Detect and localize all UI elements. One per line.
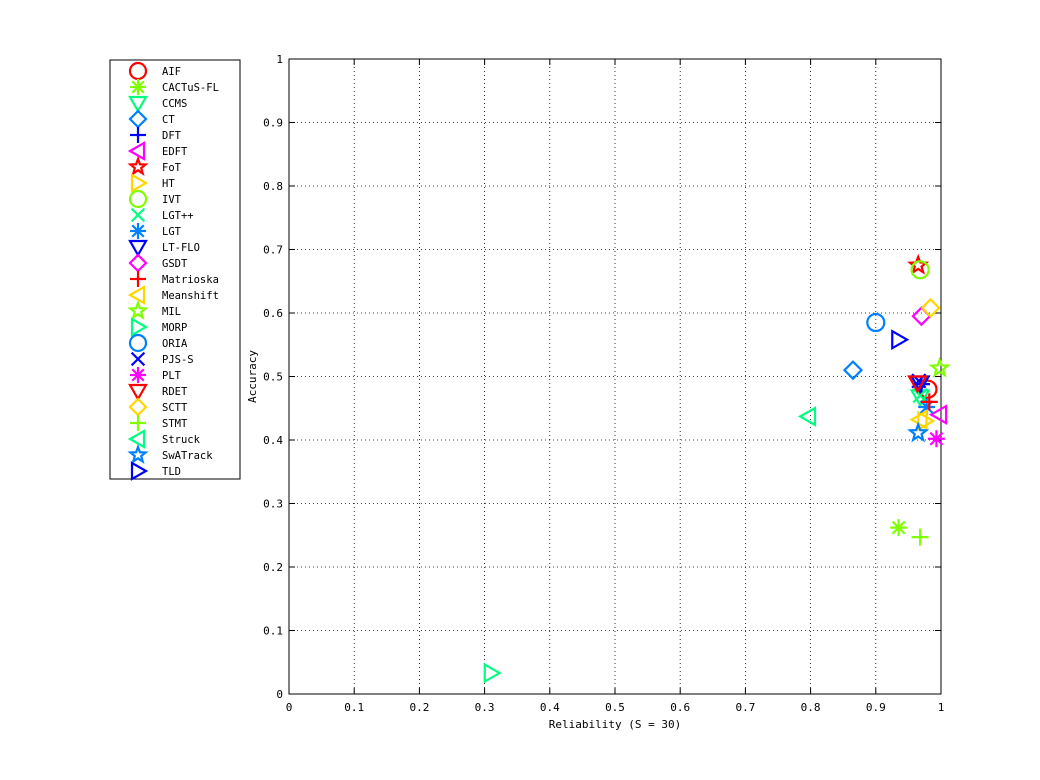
data-point (483, 662, 502, 684)
legend-marker (127, 155, 149, 177)
legend-marker (128, 189, 148, 209)
axes-frame (288, 58, 942, 695)
legend-label: Struck (162, 434, 201, 446)
legend-marker (130, 207, 146, 223)
x-tick-label: 0.8 (801, 701, 821, 714)
x-tick-label: 0.6 (670, 701, 690, 714)
data-markers (483, 253, 951, 684)
x-tick-label: 1 (938, 701, 945, 714)
legend-marker (130, 351, 146, 367)
legend-label: CACTuS-FL (162, 82, 219, 94)
legend-marker (128, 239, 148, 258)
data-point (912, 387, 928, 404)
legend-marker (128, 383, 148, 402)
legend-marker (127, 285, 146, 305)
legend-label: ORIA (162, 338, 188, 350)
legend-label: HT (162, 178, 175, 190)
legend-label: PJS-S (162, 354, 194, 366)
legend-label: IVT (162, 194, 182, 206)
legend-label: LGT (162, 226, 182, 238)
legend-label: RDET (162, 386, 188, 398)
legend-marker (127, 141, 146, 161)
legend-marker (128, 95, 148, 114)
y-tick-label: 0.8 (263, 180, 283, 193)
legend-label: MIL (162, 306, 181, 318)
legend-label: AIF (162, 66, 181, 78)
data-point (910, 260, 930, 280)
data-point (928, 404, 948, 425)
y-axis-label: Accuracy (246, 350, 259, 403)
data-point (907, 421, 930, 443)
legend-marker (130, 127, 146, 143)
legend-label: Meanshift (162, 290, 219, 302)
legend-label: LGT++ (162, 210, 194, 222)
y-tick-label: 0.4 (263, 434, 283, 447)
y-tick-label: 0.6 (263, 307, 283, 320)
y-tick-label: 0.7 (263, 244, 283, 257)
legend-label: SwATrack (162, 450, 213, 462)
y-tick-label: 0.3 (263, 498, 283, 511)
legend-marker (130, 317, 149, 337)
x-tick-label: 0.2 (409, 701, 429, 714)
legend-marker (130, 367, 146, 383)
data-point (927, 430, 945, 448)
x-tick-label: 0.3 (475, 701, 495, 714)
x-tick-label: 0.4 (540, 701, 560, 714)
y-tick-label: 0.5 (263, 371, 283, 384)
data-point (797, 406, 817, 427)
data-point (866, 312, 886, 333)
legend-marker (130, 79, 146, 95)
x-tick-label: 0.9 (866, 701, 886, 714)
legend-marker (127, 443, 149, 465)
legend-label: Matrioska (162, 274, 219, 286)
grid-lines (289, 59, 941, 694)
plot-area (289, 59, 941, 694)
y-tick-label: 0 (276, 688, 283, 701)
legend-label: CT (162, 114, 175, 126)
legend-label: LT-FLO (162, 242, 200, 254)
legend-marker (130, 461, 149, 481)
data-point (907, 375, 928, 394)
data-point (920, 297, 941, 318)
y-tick-label: 0.9 (263, 117, 283, 130)
legend-label: EDFT (162, 146, 188, 158)
x-tick-label: 0.5 (605, 701, 625, 714)
legend-marker (130, 271, 146, 287)
legend-label: CCMS (162, 98, 187, 110)
legend-label: STMT (162, 418, 188, 430)
legend-label: MORP (162, 322, 187, 334)
legend-label: SCTT (162, 402, 188, 414)
legend-label: FoT (162, 162, 182, 174)
legend-label: GSDT (162, 258, 188, 270)
data-point (928, 356, 951, 378)
legend-marker (130, 415, 146, 431)
legend-marker (127, 299, 149, 321)
axis-ticks: 0 0.1 0.2 0.3 0.4 0.5 0.6 0.7 0.8 0.9 1 0 0.1 0.2 0.3 0… (263, 53, 944, 714)
x-axis-label: Reliability (S = 30) (549, 718, 681, 731)
legend-label: TLD (162, 466, 181, 478)
legend-marker (130, 173, 149, 193)
data-point (842, 360, 864, 381)
data-point (891, 329, 910, 351)
y-tick-label: 0.2 (263, 561, 283, 574)
legend-marker (127, 429, 146, 449)
x-tick-label: 0.7 (735, 701, 755, 714)
legend-label: PLT (162, 370, 182, 382)
legend-marker (130, 223, 146, 239)
x-tick-label: 0 (286, 701, 293, 714)
legend-label: DFT (162, 130, 182, 142)
data-point (920, 393, 938, 411)
legend-marker (128, 333, 148, 353)
data-point (890, 519, 908, 537)
legend: AIF CACTuS-FL CCMS CT DFT EDFT FoT HT IVT LGT++ LG… (109, 59, 241, 481)
y-tick-label: 0.1 (263, 625, 283, 638)
y-tick-label: 1 (276, 53, 283, 66)
x-tick-label: 0.1 (344, 701, 364, 714)
data-point (911, 528, 929, 546)
